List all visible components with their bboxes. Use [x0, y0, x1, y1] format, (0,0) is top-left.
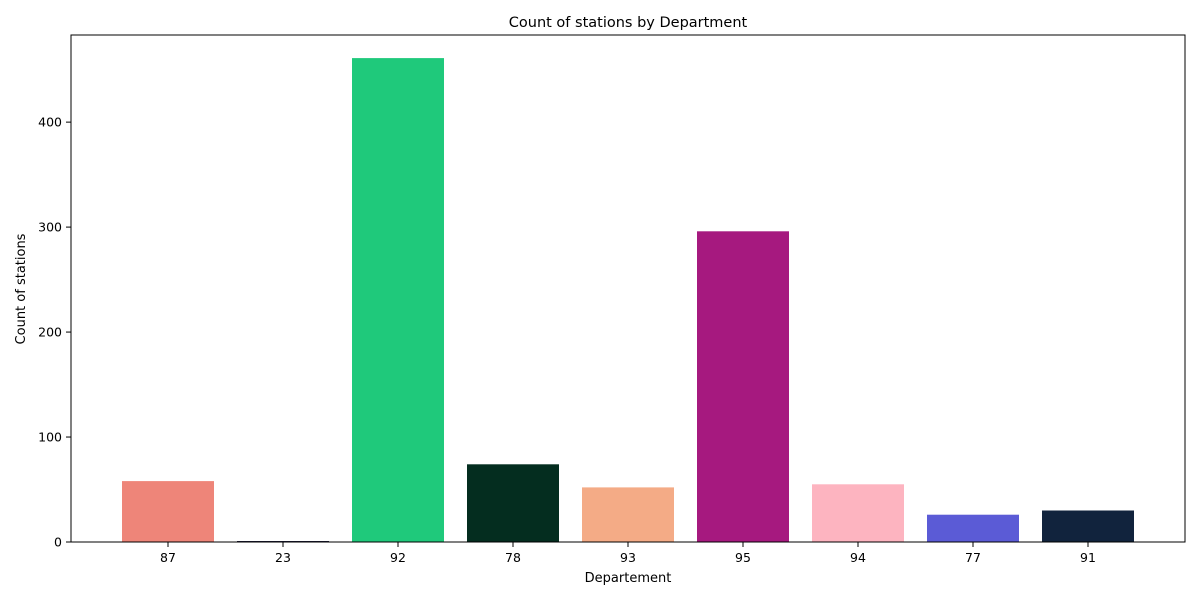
y-tick-label: 0	[54, 535, 62, 550]
x-tick-label: 92	[390, 550, 406, 565]
x-tick-label: 87	[160, 550, 176, 565]
bar-77	[927, 514, 1019, 542]
x-axis-label: Departement	[585, 571, 672, 586]
y-tick-label: 100	[38, 430, 62, 445]
y-tick-label: 300	[38, 220, 62, 235]
bar-93	[582, 487, 674, 542]
x-tick-label: 91	[1080, 550, 1096, 565]
bar-87	[122, 481, 214, 542]
bar-91	[1042, 510, 1134, 542]
x-tick-label: 78	[505, 550, 521, 565]
x-tick-label: 95	[735, 550, 751, 565]
plot-frame	[70, 34, 1186, 543]
ticks-layer: 87 23 92 78 93 95 94 77 91 0 100 200 300 400	[38, 115, 1096, 565]
x-tick-label: 93	[620, 550, 636, 565]
bar-94	[812, 484, 904, 542]
y-axis-label: Count of stations	[14, 233, 29, 344]
bars-layer	[122, 58, 1134, 543]
chart-title: Count of stations by Department	[509, 15, 748, 31]
y-tick-label: 200	[38, 325, 62, 340]
x-tick-label: 94	[850, 550, 866, 565]
bar-95	[697, 231, 789, 543]
bar-92	[352, 58, 444, 542]
bar-78	[467, 464, 559, 542]
x-tick-label: 77	[965, 550, 981, 565]
x-tick-label: 23	[275, 550, 291, 565]
y-tick-label: 400	[38, 115, 62, 130]
